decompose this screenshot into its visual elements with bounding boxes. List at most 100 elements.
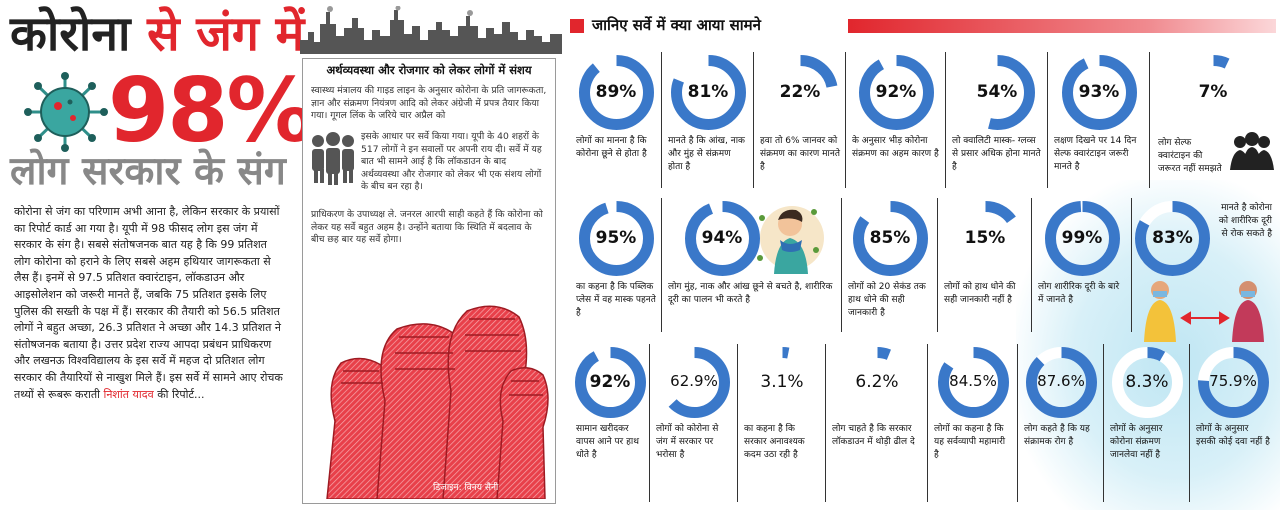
- stat-percent: 84.5%: [949, 371, 997, 390]
- donut-ring: [959, 55, 1035, 130]
- left-body-text: कोरोना से जंग का परिणाम अभी आना है, लेकि…: [14, 204, 286, 403]
- headline-line-3: लोग सरकार के संग: [10, 149, 286, 194]
- stat-percent: 92%: [875, 81, 917, 102]
- stat-description: सामान खरीदकर वापस आने पर हाथ धोते है: [576, 424, 639, 460]
- donut-ring: [658, 347, 730, 418]
- city-skyline-icon: [300, 6, 562, 54]
- donut-arc: [1025, 347, 1097, 418]
- stat-description: लोगों का मानना है कि कोरोना छूने से होता…: [576, 136, 647, 159]
- donut-arc: [1197, 347, 1269, 418]
- headline-part-1: कोरोना: [10, 6, 131, 62]
- stat-description: लोग कहते है कि यह संक्रामक रोग है: [1024, 424, 1090, 447]
- stat-cell: 62.9% लोगों को कोरोना से जंग में सरकार पर…: [650, 344, 738, 502]
- header-accent-square: [570, 19, 584, 33]
- stat-description: लोगों को कोरोना से जंग में सरकार पर भरोस…: [656, 424, 719, 460]
- middle-info-box: अर्थव्यवस्था और रोजगार को लेकर लोगों में…: [302, 58, 556, 504]
- donut-arc: [762, 55, 838, 130]
- donut-ring: [937, 347, 1009, 418]
- donut-arc: [670, 55, 746, 130]
- stat-cell: 85% लोगों को 20 सेकंड तक हाथ धोने की सही …: [842, 198, 938, 332]
- donut-ring: [1061, 55, 1137, 130]
- stat-description: लोग मुंह, नाक और आंख छूने से बचते है, शा…: [668, 282, 833, 305]
- stat-percent: 87.6%: [1037, 371, 1085, 390]
- donut-arc: [746, 347, 818, 418]
- stat-cell: 89% लोगों का मानना है कि कोरोना छूने से ह…: [570, 52, 662, 188]
- survey-header-title: जानिए सर्वे में क्या आया सामने: [592, 16, 761, 34]
- headline-line-1: कोरोना से जंग में: [10, 6, 304, 62]
- donut-ring: [670, 55, 746, 130]
- stat-cell: 6.2% लोग चाहते है कि सरकार लॉकडाउन में थो…: [826, 344, 928, 502]
- donut-ring: [684, 201, 760, 276]
- donut-arc: [1061, 55, 1137, 130]
- stat-percent: 22%: [779, 81, 821, 102]
- headline-part-2: से जंग में: [130, 6, 305, 62]
- stat-cell: 8.3% लोगों के अनुसार कोरोना संक्रमण जानले…: [1104, 344, 1190, 502]
- donut-arc: [1135, 201, 1210, 276]
- stat-cell: 93% लक्षण दिखने पर 14 दिन सेल्फ क्वारंटाइ…: [1048, 52, 1150, 188]
- stat-description: लोगों के अनुसार कोरोना संक्रमण जानलेवा न…: [1110, 424, 1163, 460]
- donut-ring: [852, 201, 928, 276]
- stat-cell: 94% लोग मुंह, नाक और आंख छूने से बचते है,…: [662, 198, 842, 332]
- stat-percent: 75.9%: [1209, 371, 1257, 390]
- stat-cell: 15% लोगों को हाथ धोने की सही जानकारी नहीं…: [938, 198, 1032, 332]
- donut-ring: [762, 55, 838, 130]
- donut-ring: [1111, 347, 1183, 418]
- stat-percent: 3.1%: [760, 371, 804, 392]
- stat-description: लोग शारीरिक दूरी के बारे में जानते है: [1038, 282, 1120, 305]
- donut-ring: [1197, 347, 1269, 418]
- left-column: कोरोना से जंग में 98% लोग सरकार के संग क…: [0, 0, 315, 510]
- donut-ring: [578, 201, 654, 276]
- raised-fists-illustration: [326, 305, 549, 499]
- stat-cell: 95% का कहना है कि पब्लिक प्लेस में वह मास…: [570, 198, 662, 332]
- social-distancing-illustration: [1144, 281, 1264, 342]
- headline-percent: 98%: [108, 59, 315, 162]
- stat-percent: 95%: [595, 227, 637, 248]
- stat-cell: 99% लोग शारीरिक दूरी के बारे में जानते है: [1032, 198, 1132, 332]
- people-group-icon: [312, 132, 354, 185]
- left-body: कोरोना से जंग का परिणाम अभी आना है, लेकि…: [14, 205, 283, 401]
- donut-arc: [937, 347, 1009, 418]
- stat-percent: 6.2%: [855, 371, 899, 392]
- stat-description: लोगों को हाथ धोने की सही जानकारी नहीं है: [944, 282, 1016, 305]
- author-name: निशांत यादव: [103, 387, 154, 401]
- stat-description: लोग सेल्फ क्वारंटाइन की जरूरत नहीं समझते: [1158, 138, 1222, 174]
- stat-description: लो क्वालिटी मास्क- ग्लव्स से प्रसार अधिक…: [952, 136, 1041, 172]
- stat-percent: 99%: [1061, 227, 1103, 248]
- donut-ring: [574, 347, 646, 418]
- stat-cell: 92% सामान खरीदकर वापस आने पर हाथ धोते है: [570, 344, 650, 502]
- donut-arc: [578, 201, 654, 276]
- donut-arc: [574, 347, 646, 418]
- stat-cell: 84.5% लोगों का कहना है कि यह सर्वव्यापी म…: [928, 344, 1018, 502]
- donut-arc: [841, 347, 913, 418]
- donut-arc: [684, 201, 760, 276]
- left-body-end: की रिपोर्ट...: [153, 387, 205, 401]
- stat-cell: 7% लोग सेल्फ क्वारंटाइन की जरूरत नहीं समझ…: [1150, 52, 1275, 188]
- stat-percent: 7%: [1198, 81, 1228, 102]
- stat-percent: 89%: [595, 81, 637, 102]
- survey-header: जानिए सर्वे में क्या आया सामने: [570, 10, 1276, 42]
- donut-ring: [1044, 201, 1120, 276]
- stat-description: लक्षण दिखने पर 14 दिन सेल्फ क्वारंटाइन ज…: [1054, 136, 1137, 172]
- stat-percent: 81%: [687, 81, 729, 102]
- stat-description: लोगों को 20 सेकंड तक हाथ धोने की सही जान…: [848, 282, 926, 318]
- stat-cell: 81% मानते है कि आंख, नाक और मुंह से संक्र…: [662, 52, 754, 188]
- stat-description: के अनुसार भीड़ कोरोना संक्रमण का अहम कार…: [852, 136, 939, 159]
- donut-ring: [841, 347, 913, 418]
- donut-arc: [959, 55, 1035, 130]
- stat-percent: 83%: [1152, 227, 1193, 248]
- donut-ring: [1025, 347, 1097, 418]
- stat-description: मानते है कि आंख, नाक और मुंह से संक्रमण …: [668, 136, 745, 172]
- donut-arc: [858, 55, 934, 130]
- sick-person-illustration: [757, 206, 824, 274]
- stat-description: लोगों का कहना है कि यह सर्वव्यापी महामार…: [934, 424, 1006, 460]
- donut-arc: [578, 55, 654, 130]
- design-credit: डिजाइन: विनय सैनी: [433, 483, 499, 493]
- donut-ring: [1135, 201, 1210, 276]
- stat-percent: 93%: [1078, 81, 1120, 102]
- stat-cell: 54% लो क्वालिटी मास्क- ग्लव्स से प्रसार अ…: [946, 52, 1048, 188]
- donut-ring: [947, 201, 1023, 276]
- header-accent-bar: [848, 19, 1276, 33]
- donut-ring: [1175, 55, 1251, 130]
- donut-arc: [947, 201, 1023, 276]
- stat-cell: 75.9% लोगों के अनुसार इसकी कोई दवा नहीं ह…: [1190, 344, 1275, 502]
